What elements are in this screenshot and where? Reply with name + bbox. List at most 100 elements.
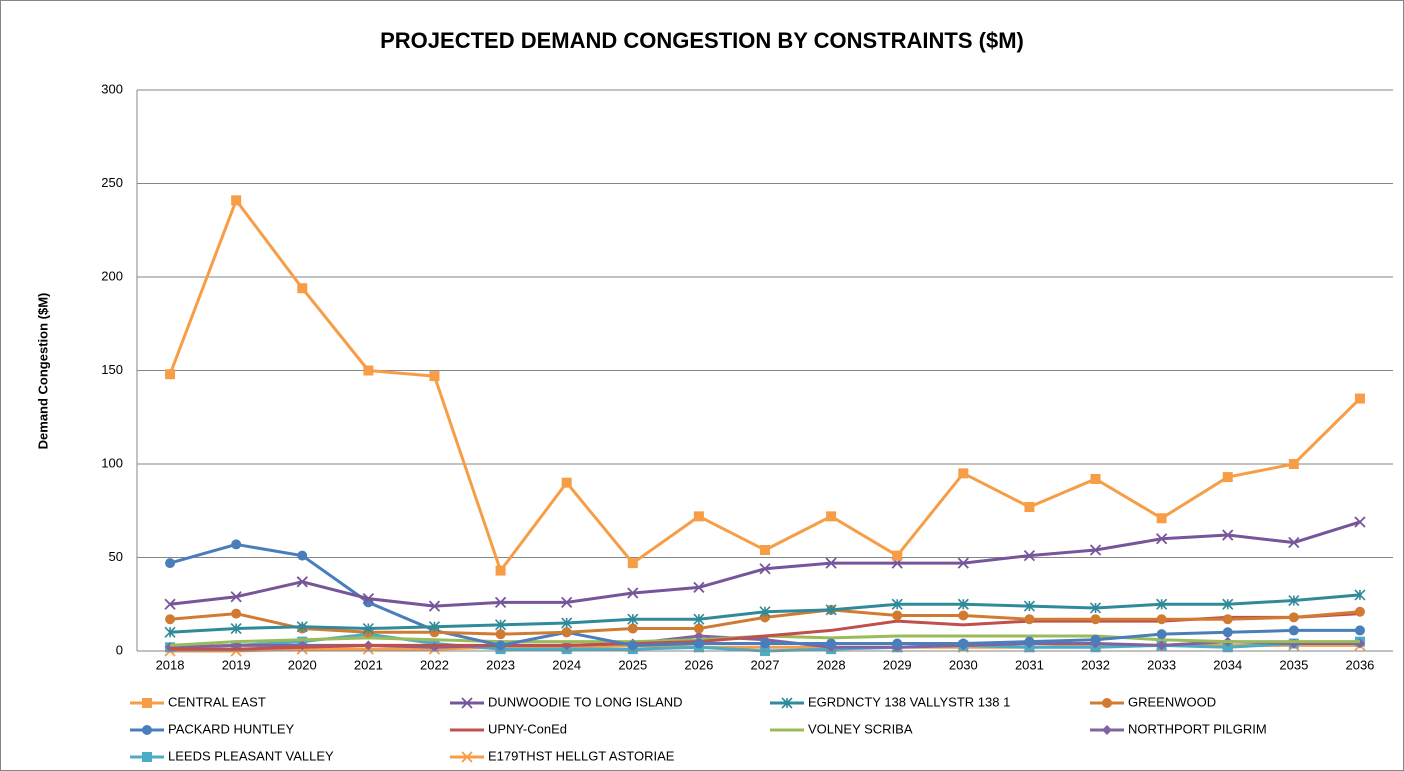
marker [362, 593, 375, 605]
legend-marker [142, 752, 152, 762]
chart-title: PROJECTED DEMAND CONGESTION BY CONSTRAIN… [380, 28, 1024, 53]
x-tick-label: 2020 [288, 657, 317, 672]
marker [230, 622, 242, 635]
marker [495, 640, 506, 651]
marker [165, 558, 176, 569]
legend-marker [142, 725, 152, 735]
marker [363, 365, 374, 376]
marker [892, 610, 903, 621]
legend-item: CENTRAL EAST [130, 694, 266, 709]
legend-marker [142, 698, 152, 708]
marker [759, 606, 771, 618]
legend-item: VOLNEY SCRIBA [770, 721, 913, 736]
marker [892, 638, 903, 649]
x-tick-label: 2025 [618, 657, 647, 672]
x-tick-label: 2034 [1213, 657, 1242, 672]
marker [627, 613, 639, 625]
marker [1354, 393, 1365, 404]
marker [958, 468, 969, 479]
marker [892, 550, 903, 561]
legend-label: DUNWOODIE TO LONG ISLAND [488, 694, 683, 709]
marker [825, 557, 837, 569]
marker [760, 638, 770, 649]
marker [1288, 625, 1299, 636]
marker [231, 195, 242, 206]
marker [825, 604, 837, 616]
marker [693, 581, 705, 594]
x-tick-label: 2018 [156, 657, 185, 672]
legend-item: NORTHPORT PILGRIM [1090, 721, 1267, 736]
marker [1222, 472, 1233, 483]
marker [1023, 600, 1035, 612]
marker [1090, 614, 1101, 625]
legend-label: CENTRAL EAST [168, 694, 266, 709]
marker [1155, 533, 1168, 545]
marker [231, 608, 242, 619]
marker [693, 638, 704, 649]
legend-item: E179THST HELLGT ASTORIAE [450, 748, 675, 763]
x-tick-label: 2032 [1081, 657, 1110, 672]
marker [1222, 529, 1234, 541]
marker [958, 610, 969, 621]
marker [296, 576, 308, 588]
marker [231, 539, 242, 550]
marker [165, 614, 176, 625]
marker [164, 626, 176, 638]
x-tick-label: 2019 [222, 657, 251, 672]
marker [164, 598, 176, 610]
legend-item: LEEDS PLEASANT VALLEY [130, 748, 334, 763]
x-tick-label: 2026 [684, 657, 713, 672]
legend-label: UPNY-ConEd [488, 721, 567, 736]
marker [826, 638, 837, 649]
marker [362, 622, 374, 635]
x-tick-label: 2031 [1015, 657, 1044, 672]
marker [1222, 642, 1233, 653]
legend-marker [1102, 725, 1112, 735]
marker [1090, 473, 1101, 484]
marker [1156, 614, 1167, 625]
legend-label: GREENWOOD [1128, 694, 1216, 709]
series [165, 539, 1365, 651]
legend-label: LEEDS PLEASANT VALLEY [168, 748, 334, 763]
marker [297, 550, 308, 561]
legend-item: GREENWOOD [1090, 694, 1216, 709]
y-tick-label: 0 [116, 642, 123, 657]
marker [693, 623, 704, 634]
legend-label: EGRDNCTY 138 VALLYSTR 138 1 [808, 694, 1010, 709]
legend-marker [461, 751, 473, 763]
x-tick-label: 2029 [883, 657, 912, 672]
marker [495, 629, 506, 640]
legend-label: VOLNEY SCRIBA [808, 721, 913, 736]
y-tick-label: 200 [101, 268, 123, 283]
marker [826, 511, 837, 522]
marker [693, 613, 705, 625]
x-tick-label: 2033 [1147, 657, 1176, 672]
y-tick-label: 100 [101, 455, 123, 470]
marker [759, 563, 771, 575]
marker [296, 621, 308, 633]
marker [1024, 614, 1035, 625]
marker [1222, 598, 1234, 610]
legend-item: UPNY-ConEd [450, 721, 567, 736]
marker [1354, 625, 1365, 636]
marker [1090, 634, 1101, 645]
marker [958, 638, 969, 649]
legend-item: DUNWOODIE TO LONG ISLAND [450, 694, 683, 709]
marker [165, 369, 176, 380]
marker [1023, 549, 1036, 562]
legend-label: E179THST HELLGT ASTORIAE [488, 748, 675, 763]
x-tick-label: 2035 [1279, 657, 1308, 672]
marker [957, 598, 969, 610]
marker [627, 640, 638, 651]
legend-item: PACKARD HUNTLEY [130, 721, 295, 736]
marker [1354, 606, 1365, 617]
marker [1156, 640, 1167, 651]
marker [891, 598, 903, 610]
marker [1089, 602, 1102, 614]
marker [1288, 612, 1299, 623]
marker [494, 596, 507, 609]
marker [428, 600, 441, 612]
marker [1024, 636, 1035, 647]
marker [297, 283, 308, 294]
